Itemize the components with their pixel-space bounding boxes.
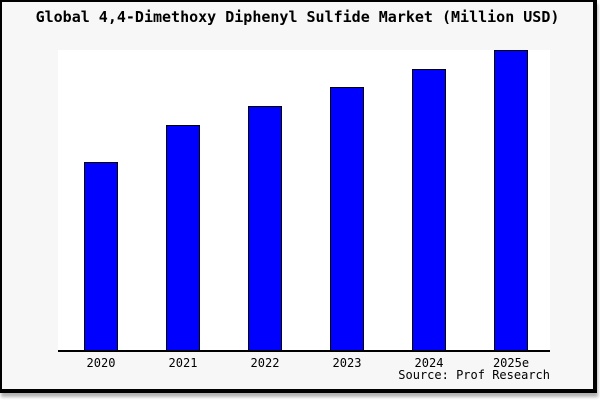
x-tick-label-2025e: 2025e <box>492 356 530 370</box>
x-tick-label-2021: 2021 <box>168 356 198 370</box>
source-credit: Source: Prof Research <box>398 368 550 382</box>
bar-2024 <box>412 69 446 350</box>
x-tick-label-2024: 2024 <box>414 356 444 370</box>
bar-2021 <box>166 125 200 350</box>
bar-2023 <box>330 87 364 350</box>
bar-2020 <box>84 162 118 350</box>
x-tick-label-2023: 2023 <box>332 356 362 370</box>
chart-title: Global 4,4-Dimethoxy Diphenyl Sulfide Ma… <box>35 8 560 26</box>
bar-2022 <box>248 106 282 350</box>
chart-frame: Global 4,4-Dimethoxy Diphenyl Sulfide Ma… <box>0 0 597 393</box>
plot-area <box>58 50 550 352</box>
x-tick-label-2022: 2022 <box>250 356 280 370</box>
x-tick-label-2020: 2020 <box>86 356 116 370</box>
bar-2025e <box>494 50 528 350</box>
x-axis-labels: 2020 2021 2022 2023 2024 2025e <box>58 356 550 372</box>
